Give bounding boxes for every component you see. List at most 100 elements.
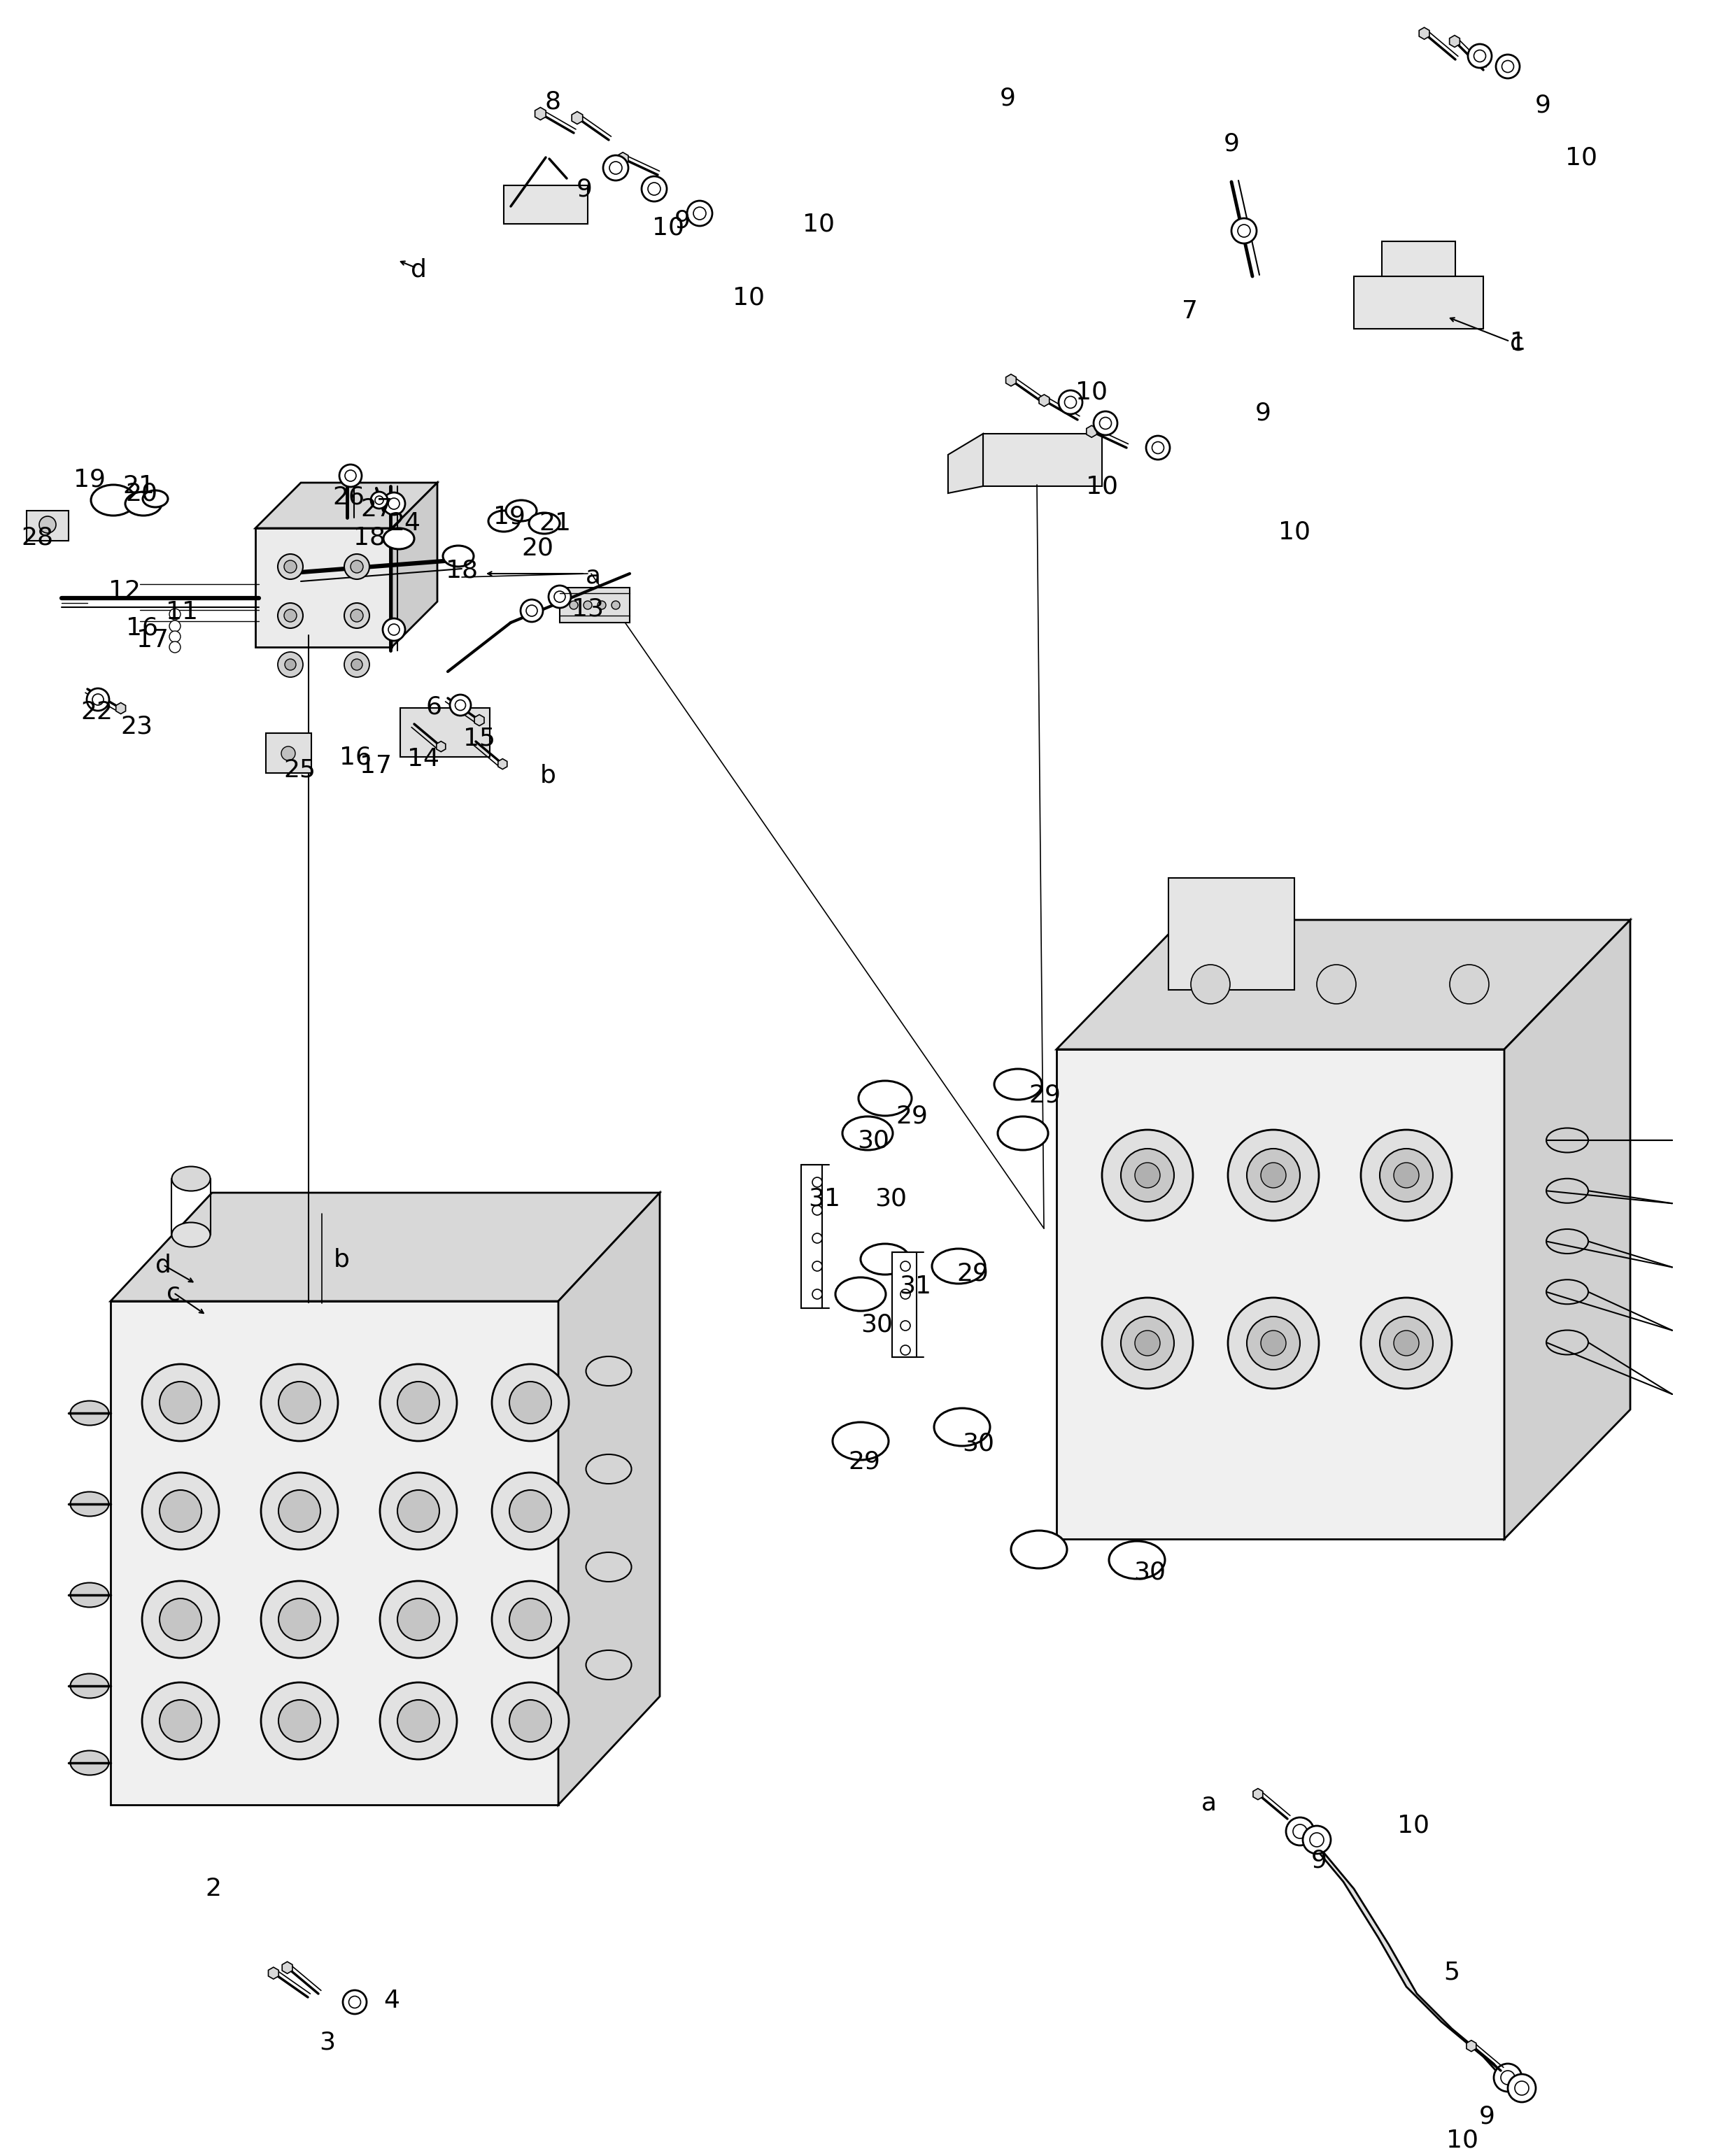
Text: 1: 1 — [1511, 330, 1526, 356]
Polygon shape — [282, 1962, 292, 1973]
Polygon shape — [948, 433, 984, 494]
Circle shape — [379, 1682, 457, 1759]
Circle shape — [1260, 1330, 1286, 1356]
Text: 29: 29 — [956, 1261, 989, 1285]
Ellipse shape — [998, 1117, 1047, 1149]
Circle shape — [603, 155, 628, 181]
Circle shape — [491, 1473, 568, 1550]
Text: 8: 8 — [544, 91, 561, 114]
Text: 23: 23 — [120, 714, 153, 737]
Text: 31: 31 — [900, 1274, 931, 1298]
Polygon shape — [1169, 877, 1295, 990]
Circle shape — [1065, 397, 1077, 407]
Ellipse shape — [125, 492, 161, 515]
Text: 9: 9 — [1224, 132, 1240, 155]
Text: b: b — [539, 763, 556, 787]
Text: 11: 11 — [167, 599, 197, 623]
Ellipse shape — [70, 1583, 108, 1606]
Circle shape — [1099, 418, 1111, 429]
Circle shape — [261, 1682, 338, 1759]
Circle shape — [278, 604, 302, 627]
Circle shape — [383, 619, 405, 640]
Circle shape — [170, 632, 180, 642]
Ellipse shape — [1547, 1281, 1588, 1304]
Text: c: c — [1509, 330, 1525, 356]
Polygon shape — [1253, 1789, 1262, 1800]
Circle shape — [1247, 1149, 1300, 1201]
Text: 6: 6 — [426, 694, 441, 718]
Ellipse shape — [70, 1492, 108, 1516]
Circle shape — [1286, 1818, 1314, 1846]
Circle shape — [1502, 60, 1514, 73]
Text: 14: 14 — [407, 748, 440, 772]
Text: 24: 24 — [388, 511, 421, 535]
Circle shape — [93, 694, 103, 705]
Circle shape — [143, 1473, 220, 1550]
Circle shape — [812, 1261, 822, 1272]
Circle shape — [510, 1598, 551, 1641]
Circle shape — [278, 1699, 321, 1742]
Polygon shape — [110, 1302, 558, 1805]
Circle shape — [450, 694, 470, 716]
Circle shape — [1380, 1317, 1434, 1369]
Circle shape — [812, 1205, 822, 1216]
Ellipse shape — [585, 1649, 632, 1680]
Circle shape — [278, 651, 302, 677]
Circle shape — [1293, 1824, 1307, 1839]
Circle shape — [510, 1382, 551, 1423]
Ellipse shape — [860, 1244, 910, 1274]
Ellipse shape — [1011, 1531, 1066, 1567]
Polygon shape — [1039, 395, 1049, 407]
Text: 10: 10 — [652, 216, 685, 239]
Polygon shape — [893, 1253, 917, 1356]
Circle shape — [350, 561, 362, 573]
Circle shape — [1508, 2074, 1535, 2102]
Circle shape — [900, 1261, 910, 1272]
Circle shape — [1145, 436, 1169, 459]
Text: 28: 28 — [21, 526, 53, 550]
Circle shape — [39, 515, 57, 533]
Ellipse shape — [932, 1248, 986, 1283]
Ellipse shape — [1109, 1542, 1164, 1578]
Polygon shape — [474, 714, 484, 727]
Circle shape — [1152, 442, 1164, 453]
Polygon shape — [498, 759, 507, 770]
Text: 13: 13 — [572, 597, 604, 621]
Ellipse shape — [488, 511, 519, 533]
Ellipse shape — [585, 1356, 632, 1386]
Circle shape — [642, 177, 666, 201]
Text: 30: 30 — [962, 1432, 994, 1455]
Circle shape — [812, 1177, 822, 1188]
Ellipse shape — [443, 545, 474, 567]
Circle shape — [379, 1365, 457, 1440]
Polygon shape — [560, 589, 630, 623]
Text: 10: 10 — [1277, 520, 1310, 543]
Text: 27: 27 — [361, 498, 393, 522]
Circle shape — [170, 621, 180, 632]
Polygon shape — [503, 185, 587, 224]
Circle shape — [261, 1365, 338, 1440]
Text: 10: 10 — [1075, 379, 1107, 403]
Polygon shape — [110, 1192, 659, 1302]
Circle shape — [388, 623, 400, 636]
Polygon shape — [1418, 28, 1429, 39]
Circle shape — [160, 1598, 201, 1641]
Text: 30: 30 — [874, 1186, 907, 1210]
Circle shape — [647, 183, 661, 196]
Circle shape — [570, 602, 579, 610]
Circle shape — [525, 606, 537, 617]
Text: 9: 9 — [1478, 2104, 1496, 2128]
Circle shape — [170, 608, 180, 619]
Circle shape — [491, 1365, 568, 1440]
Circle shape — [1380, 1149, 1434, 1201]
Circle shape — [1238, 224, 1250, 237]
Text: 5: 5 — [1444, 1960, 1459, 1986]
Polygon shape — [268, 1966, 278, 1979]
Circle shape — [1102, 1130, 1193, 1220]
Circle shape — [900, 1345, 910, 1354]
Circle shape — [455, 701, 465, 709]
Text: 18: 18 — [446, 558, 477, 582]
Text: 22: 22 — [81, 701, 113, 724]
Text: 10: 10 — [733, 285, 764, 308]
Ellipse shape — [1547, 1330, 1588, 1354]
